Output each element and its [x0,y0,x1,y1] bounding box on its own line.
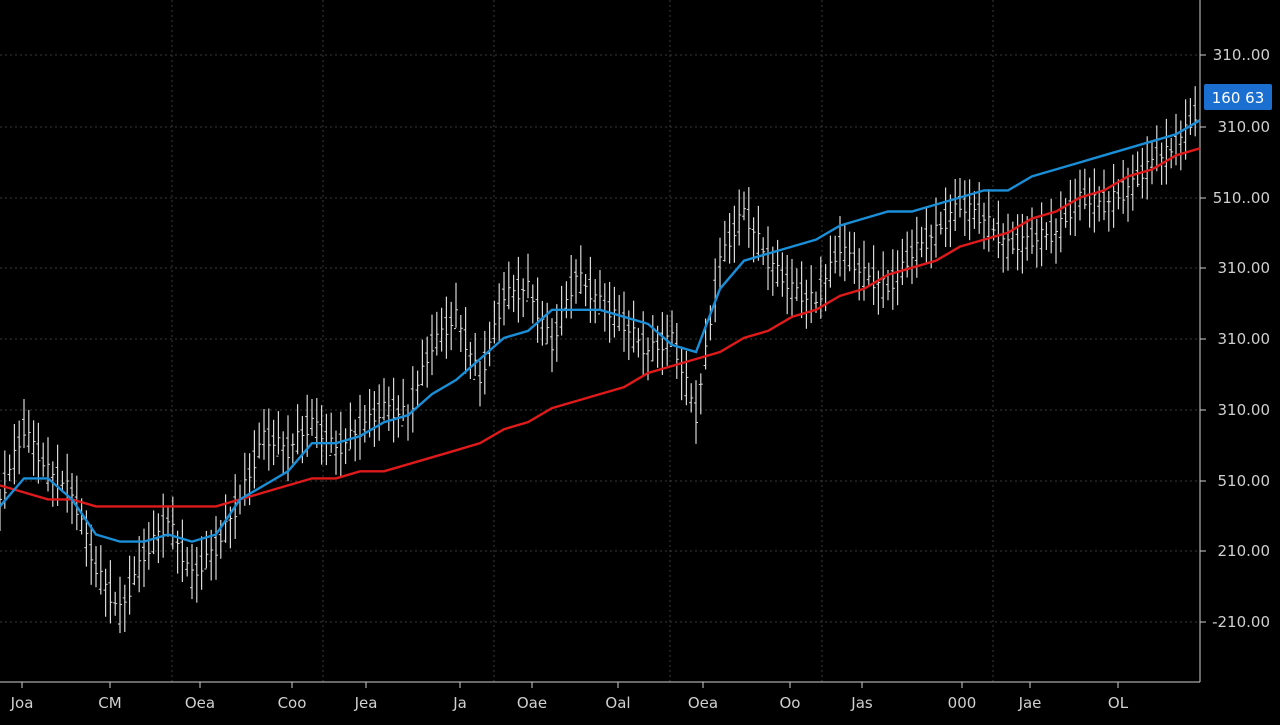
y-tick-label: 310.00 [1218,118,1271,136]
x-tick-label: Ja [452,694,467,712]
y-tick-label: -210.00 [1212,613,1270,631]
x-tick-label: Oae [517,694,547,712]
x-tick-label: Jea [354,694,378,712]
y-tick-label: 210.00 [1218,542,1271,560]
y-tick-label: 310.00 [1218,401,1271,419]
x-tick-label: Oea [688,694,718,712]
x-tick-label: 000 [948,694,977,712]
y-tick-label: 510.00 [1218,472,1271,490]
y-axis-labels: 310..00 310.00 510..00 310.00 310.00 310.00 51… [1200,46,1270,631]
y-tick-label: 310.00 [1218,259,1271,277]
y-tick-label: 310..00 [1213,46,1270,64]
x-tick-label: Oal [605,694,630,712]
x-tick-label: Joa [10,694,34,712]
x-tick-label: OL [1108,694,1129,712]
last-price-label: 160 63 [1212,89,1265,107]
slow-moving-average-line [0,147,1201,508]
fast-moving-average-line [0,119,1201,543]
last-price-badge-bg [1204,84,1272,110]
y-tick-label: 310.00 [1218,330,1271,348]
x-tick-label: CM [98,694,121,712]
y-tick-label: 510..00 [1213,189,1270,207]
x-tick-label: Jas [850,694,873,712]
x-tick-label: Coo [278,694,307,712]
x-tick-label: Jae [1018,694,1042,712]
x-tick-label: Oo [780,694,801,712]
last-price-badge: 160 63 [1204,84,1272,110]
x-tick-label: Oea [185,694,215,712]
x-axis-labels: Joa CM Oea Coo Jea Ja Oae Oal Oea Oo Jas 000 Jae OL [10,682,1129,712]
